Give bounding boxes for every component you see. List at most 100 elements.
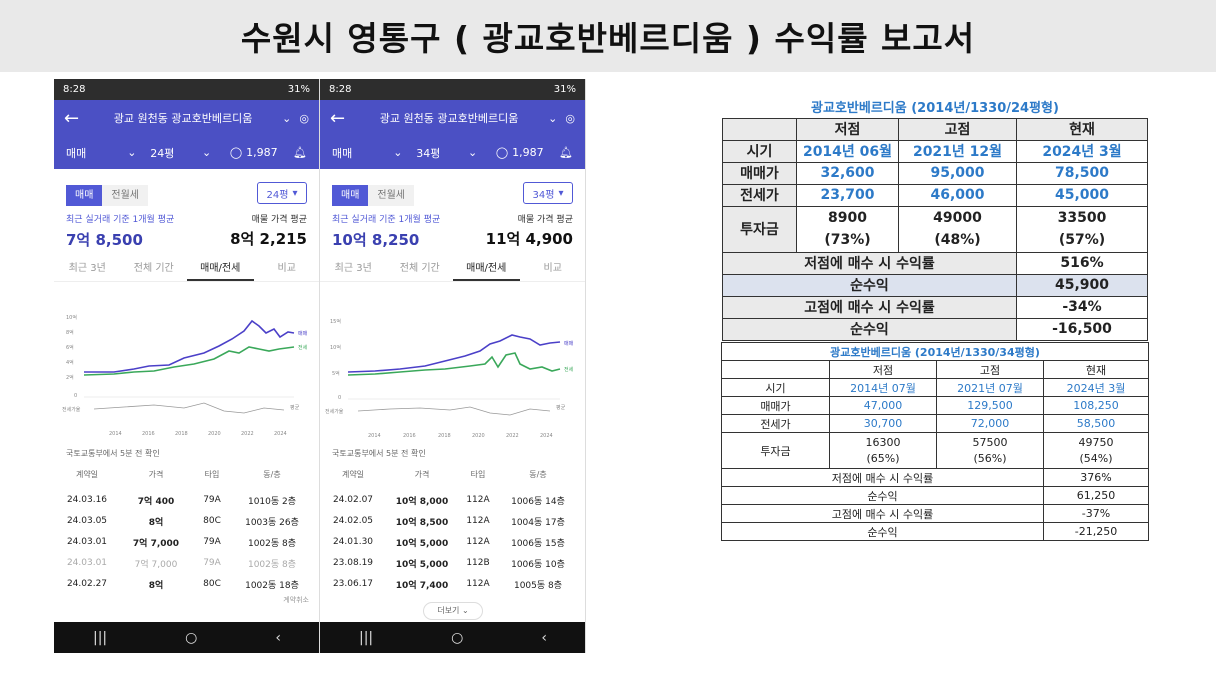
- th-date: 계약일: [75, 470, 99, 479]
- back-arrow-icon[interactable]: ←: [330, 107, 346, 129]
- ratio-right-label: 평균: [290, 404, 300, 411]
- tab-compare[interactable]: 비교: [543, 263, 562, 274]
- bell-icon[interactable]: 🔔︎: [559, 146, 573, 159]
- cell: 78,500: [1016, 161, 1148, 185]
- avg-value: 10억 8,250: [332, 231, 420, 249]
- trade-table-head: 계약일 가격 타입 동/층: [54, 469, 319, 489]
- invest-pct: (48%): [934, 232, 981, 248]
- row-label: 전세가: [722, 183, 797, 207]
- home-icon[interactable]: ○: [451, 629, 464, 646]
- price-chart: 15억 10억 5억 0 전세가율 평균 2014 2016 2018 2020…: [325, 318, 574, 439]
- cell: 58,500: [1043, 414, 1149, 433]
- size-dropdown[interactable]: 24평 ▾: [257, 182, 307, 204]
- row-label: 매매가: [721, 396, 830, 415]
- home-icon[interactable]: ○: [185, 629, 198, 646]
- y-tick: 6억: [66, 344, 74, 351]
- size-select[interactable]: 34평: [416, 146, 441, 160]
- chevron-down-icon[interactable]: ⌄: [467, 146, 478, 159]
- chip-sale[interactable]: 매매: [66, 185, 103, 206]
- trade-row[interactable]: 24.03.05 8억 80C 1003동 26층: [54, 511, 319, 531]
- chevron-down-icon[interactable]: ⌄: [127, 146, 137, 159]
- trade-type-select[interactable]: 매매: [332, 146, 353, 160]
- avg-value: 7억 8,500: [66, 231, 143, 249]
- comment-count[interactable]: 1,987: [512, 146, 544, 159]
- trade-price: 7억 400: [137, 496, 175, 507]
- trade-row[interactable]: 24.02.07 10억 8,000 112A 1006동 14층: [320, 490, 585, 510]
- comment-icon[interactable]: ◯: [229, 146, 243, 159]
- trade-price: 10억 8,000: [395, 496, 449, 507]
- trade-row[interactable]: 24.02.05 10억 8,500 112A 1004동 17층: [320, 511, 585, 531]
- cell: 57500 (56%): [936, 432, 1044, 469]
- bell-icon[interactable]: 🔔︎: [293, 146, 307, 159]
- tab-sale-jeonse[interactable]: 매매/전세: [187, 255, 254, 281]
- ask-value: 8억 2,215: [230, 230, 307, 248]
- trade-unit: 1010동 2층: [247, 496, 297, 507]
- recent-apps-icon[interactable]: |||: [93, 629, 108, 646]
- tab-all-period[interactable]: 전체 기간: [399, 263, 440, 274]
- back-arrow-icon[interactable]: ←: [64, 107, 80, 129]
- comment-icon[interactable]: ◯: [495, 146, 509, 159]
- tab-recent-3y[interactable]: 최근 3년: [68, 263, 106, 274]
- cell: 45,000: [1016, 183, 1148, 207]
- high-buy-value: -37%: [1043, 504, 1149, 523]
- chip-rent[interactable]: 전월세: [102, 185, 149, 206]
- profit-table-34: 광교호반베르디움 (2014년/1330/34평형) 저점 고점 현재 시기 2…: [721, 342, 1149, 541]
- y-tick: 4억: [66, 359, 74, 366]
- page-title: 수원시 영통구 ( 광교호반베르디움 ) 수익률 보고서: [240, 19, 976, 58]
- ask-label: 매물 가격 평균: [251, 215, 307, 225]
- trade-row[interactable]: 23.06.17 10억 7,400 112A 1005동 8층: [320, 574, 585, 594]
- location-pin-icon[interactable]: ◎: [565, 111, 575, 125]
- trade-price: 10억 5,000: [395, 538, 449, 549]
- th-type: 타입: [204, 470, 220, 479]
- size-dropdown[interactable]: 34평 ▾: [523, 182, 573, 204]
- table-caption: 광교호반베르디움 (2014년/1330/24평형): [722, 96, 1148, 119]
- location-title[interactable]: 광교 원천동 광교호반베르디움: [379, 112, 519, 125]
- trade-type: 80C: [203, 516, 221, 526]
- trade-type-select[interactable]: 매매: [66, 146, 87, 160]
- chip-rent[interactable]: 전월세: [368, 185, 415, 206]
- avg-label: 최근 실거래 기준 1개월 평균: [332, 215, 441, 225]
- tab-sale-jeonse[interactable]: 매매/전세: [453, 255, 520, 281]
- back-icon[interactable]: ‹: [275, 629, 281, 646]
- chevron-down-icon[interactable]: ⌄: [393, 146, 403, 159]
- avg-label: 최근 실거래 기준 1개월 평균: [66, 215, 175, 225]
- x-tick: 2018: [438, 433, 451, 439]
- tab-recent-3y[interactable]: 최근 3년: [334, 263, 372, 274]
- trade-row[interactable]: 24.01.30 10억 5,000 112A 1006동 15층: [320, 532, 585, 552]
- more-button[interactable]: 더보기 ⌄: [423, 602, 483, 620]
- back-icon[interactable]: ‹: [541, 629, 547, 646]
- trade-date: 24.03.01: [66, 537, 108, 547]
- high-buy-value: -34%: [1016, 295, 1148, 319]
- invest-pct: (57%): [1058, 232, 1106, 248]
- cell: 46,000: [898, 183, 1017, 207]
- trade-type: 112A: [466, 495, 490, 505]
- chevron-down-icon[interactable]: ⌄: [201, 146, 212, 159]
- tab-all-period[interactable]: 전체 기간: [133, 263, 174, 274]
- comment-count[interactable]: 1,987: [246, 146, 278, 159]
- y-tick: 15억: [330, 318, 341, 325]
- cell: 47,000: [829, 396, 937, 415]
- x-tick: 2016: [142, 431, 155, 437]
- trade-row[interactable]: 24.03.01 7억 7,000 79A 1002동 8층: [54, 532, 319, 552]
- location-pin-icon[interactable]: ◎: [299, 111, 309, 125]
- chevron-down-icon[interactable]: ⌄: [282, 111, 292, 125]
- y-tick: 10억: [66, 314, 77, 321]
- trade-row[interactable]: 23.08.19 10억 5,000 112B 1006동 10층: [320, 553, 585, 573]
- ask-label: 매물 가격 평균: [517, 215, 573, 225]
- chevron-down-icon[interactable]: ⌄: [548, 111, 558, 125]
- x-tick: 2024: [274, 431, 287, 437]
- row-label: 투자금: [722, 205, 797, 253]
- trade-row-cancelled[interactable]: 24.03.01 7억 7,000 79A 1002동 8층: [54, 553, 319, 573]
- chip-sale[interactable]: 매매: [332, 185, 369, 206]
- tab-compare[interactable]: 비교: [277, 263, 296, 274]
- trade-unit: 1002동 8층: [247, 559, 297, 570]
- location-title[interactable]: 광교 원천동 광교호반베르디움: [113, 112, 253, 125]
- android-nav-bar: ||| ○ ‹: [54, 622, 319, 653]
- recent-apps-icon[interactable]: |||: [359, 629, 374, 646]
- jeonse-legend: 전세: [564, 366, 574, 373]
- invest-amount: 8900: [828, 210, 867, 226]
- size-select[interactable]: 24평: [150, 146, 175, 160]
- trade-row[interactable]: 24.03.16 7억 400 79A 1010동 2층: [54, 490, 319, 510]
- trade-row[interactable]: 24.02.27 8억 80C 1002동 18층: [54, 574, 319, 594]
- trade-table-head: 계약일 가격 타입 동/층: [320, 469, 585, 489]
